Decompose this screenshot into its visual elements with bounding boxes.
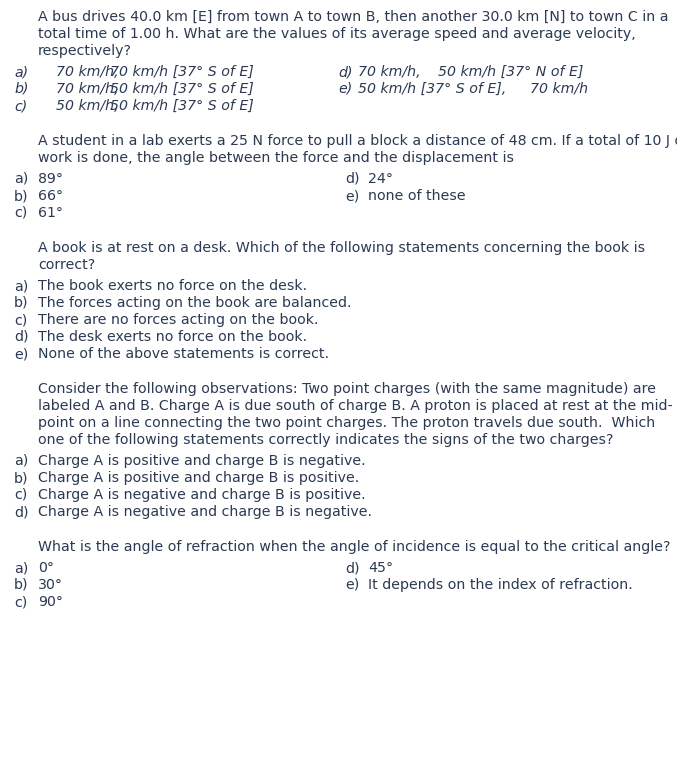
Text: 66°: 66° bbox=[38, 189, 63, 203]
Text: a): a) bbox=[14, 65, 28, 79]
Text: 70 km/h: 70 km/h bbox=[530, 82, 588, 96]
Text: A bus drives 40.0 km [E] from town A to town B, then another 30.0 km [N] to town: A bus drives 40.0 km [E] from town A to … bbox=[38, 10, 668, 24]
Text: c): c) bbox=[14, 595, 27, 609]
Text: The desk exerts no force on the book.: The desk exerts no force on the book. bbox=[38, 330, 307, 344]
Text: 50 km/h [37° S of E]: 50 km/h [37° S of E] bbox=[110, 82, 254, 96]
Text: 50 km/h [37° S of E]: 50 km/h [37° S of E] bbox=[110, 99, 254, 113]
Text: Consider the following observations: Two point charges (with the same magnitude): Consider the following observations: Two… bbox=[38, 382, 656, 396]
Text: 24°: 24° bbox=[368, 172, 393, 186]
Text: Charge A is negative and charge B is negative.: Charge A is negative and charge B is neg… bbox=[38, 505, 372, 519]
Text: total time of 1.00 h. What are the values of its average speed and average veloc: total time of 1.00 h. What are the value… bbox=[38, 27, 636, 41]
Text: c): c) bbox=[14, 99, 27, 113]
Text: b): b) bbox=[14, 296, 28, 310]
Text: 70 km/h,: 70 km/h, bbox=[358, 65, 420, 79]
Text: correct?: correct? bbox=[38, 258, 95, 272]
Text: respectively?: respectively? bbox=[38, 44, 132, 58]
Text: 70 km/h [37° S of E]: 70 km/h [37° S of E] bbox=[110, 65, 254, 79]
Text: 0°: 0° bbox=[38, 561, 54, 575]
Text: A student in a lab exerts a 25 N force to pull a block a distance of 48 cm. If a: A student in a lab exerts a 25 N force t… bbox=[38, 134, 677, 148]
Text: 61°: 61° bbox=[38, 206, 63, 220]
Text: d): d) bbox=[14, 505, 28, 519]
Text: work is done, the angle between the force and the displacement is: work is done, the angle between the forc… bbox=[38, 151, 514, 165]
Text: The forces acting on the book are balanced.: The forces acting on the book are balanc… bbox=[38, 296, 351, 310]
Text: labeled A and B. Charge A is due south of charge B. A proton is placed at rest a: labeled A and B. Charge A is due south o… bbox=[38, 399, 673, 413]
Text: b): b) bbox=[14, 82, 28, 96]
Text: b): b) bbox=[14, 189, 28, 203]
Text: c): c) bbox=[14, 313, 27, 327]
Text: 50 km/h [37° N of E]: 50 km/h [37° N of E] bbox=[438, 65, 584, 79]
Text: Charge A is positive and charge B is negative.: Charge A is positive and charge B is neg… bbox=[38, 454, 366, 468]
Text: a): a) bbox=[14, 454, 28, 468]
Text: e): e) bbox=[338, 82, 352, 96]
Text: point on a line connecting the two point charges. The proton travels due south. : point on a line connecting the two point… bbox=[38, 416, 655, 430]
Text: b): b) bbox=[14, 471, 28, 485]
Text: e): e) bbox=[345, 578, 359, 592]
Text: What is the angle of refraction when the angle of incidence is equal to the crit: What is the angle of refraction when the… bbox=[38, 540, 670, 554]
Text: 30°: 30° bbox=[38, 578, 63, 592]
Text: b): b) bbox=[14, 578, 28, 592]
Text: 50 km/h [37° S of E],: 50 km/h [37° S of E], bbox=[358, 82, 506, 96]
Text: a): a) bbox=[14, 172, 28, 186]
Text: 50 km/h,: 50 km/h, bbox=[56, 99, 118, 113]
Text: one of the following statements correctly indicates the signs of the two charges: one of the following statements correctl… bbox=[38, 433, 613, 447]
Text: none of these: none of these bbox=[368, 189, 466, 203]
Text: Charge A is negative and charge B is positive.: Charge A is negative and charge B is pos… bbox=[38, 488, 366, 502]
Text: c): c) bbox=[14, 206, 27, 220]
Text: d): d) bbox=[345, 172, 359, 186]
Text: It depends on the index of refraction.: It depends on the index of refraction. bbox=[368, 578, 633, 592]
Text: Charge A is positive and charge B is positive.: Charge A is positive and charge B is pos… bbox=[38, 471, 359, 485]
Text: c): c) bbox=[14, 488, 27, 502]
Text: a): a) bbox=[14, 561, 28, 575]
Text: d): d) bbox=[14, 330, 28, 344]
Text: e): e) bbox=[14, 347, 28, 361]
Text: 70 km/h,: 70 km/h, bbox=[56, 82, 118, 96]
Text: e): e) bbox=[345, 189, 359, 203]
Text: d): d) bbox=[345, 561, 359, 575]
Text: a): a) bbox=[14, 279, 28, 293]
Text: d): d) bbox=[338, 65, 353, 79]
Text: 89°: 89° bbox=[38, 172, 63, 186]
Text: 70 km/h,: 70 km/h, bbox=[56, 65, 118, 79]
Text: 90°: 90° bbox=[38, 595, 63, 609]
Text: None of the above statements is correct.: None of the above statements is correct. bbox=[38, 347, 329, 361]
Text: 45°: 45° bbox=[368, 561, 393, 575]
Text: The book exerts no force on the desk.: The book exerts no force on the desk. bbox=[38, 279, 307, 293]
Text: A book is at rest on a desk. Which of the following statements concerning the bo: A book is at rest on a desk. Which of th… bbox=[38, 241, 645, 255]
Text: There are no forces acting on the book.: There are no forces acting on the book. bbox=[38, 313, 318, 327]
